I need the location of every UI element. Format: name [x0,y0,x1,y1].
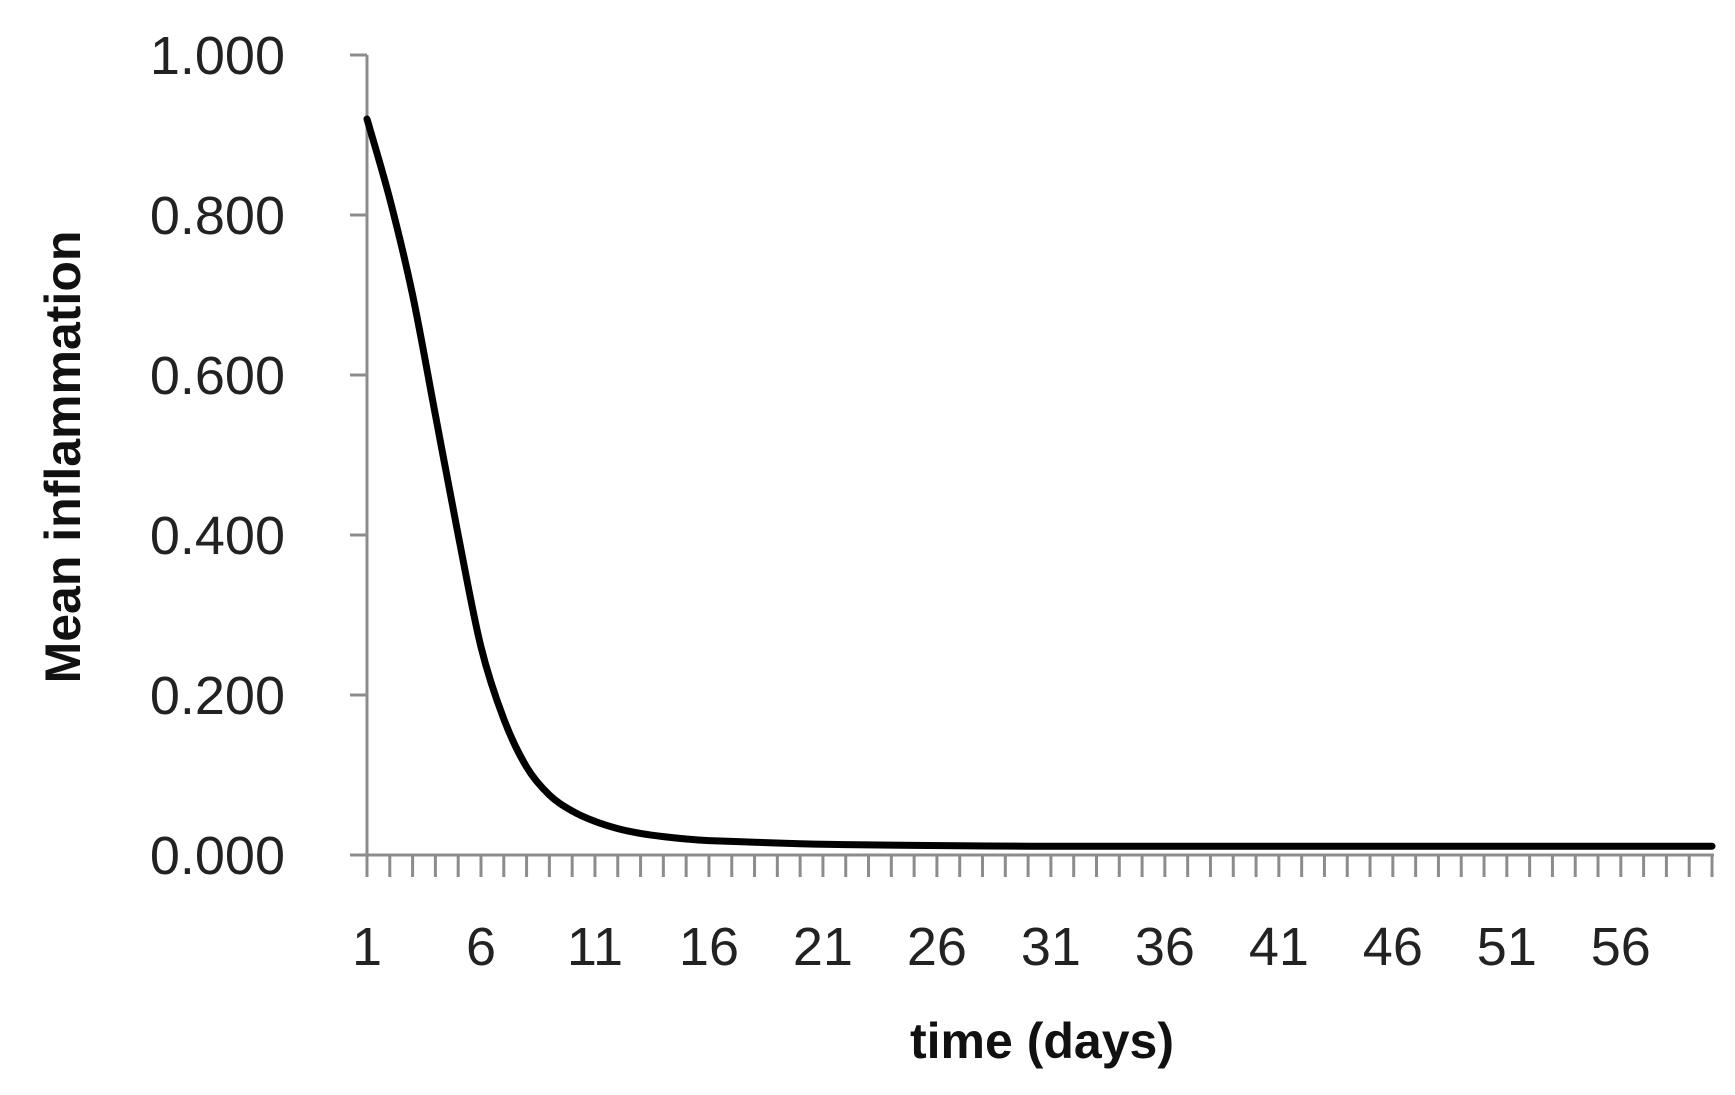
x-axis-title: time (days) [910,1013,1174,1069]
x-tick-label: 41 [1249,917,1309,977]
x-tick-label: 36 [1135,917,1195,977]
y-tick-label: 0.600 [150,346,285,406]
x-tick-label: 21 [793,917,853,977]
x-tick-label: 56 [1591,917,1651,977]
x-tick-label: 51 [1477,917,1537,977]
x-tick-label: 6 [466,917,496,977]
y-tick-label: 0.800 [150,186,285,246]
x-tick-label: 11 [567,917,623,977]
x-tick-label: 46 [1363,917,1423,977]
x-tick-label: 31 [1021,917,1081,977]
series-layer [363,115,1716,850]
y-axis-title: Mean inflammation [35,231,91,684]
y-tick-label: 0.400 [150,506,285,566]
y-tick-label: 1.000 [150,26,285,86]
x-tick-label: 1 [352,917,382,977]
series-line [363,115,1716,850]
x-tick-label: 26 [907,917,967,977]
x-tick-label: 16 [679,917,739,977]
ticks-layer [350,53,1714,877]
y-tick-label: 0.000 [150,826,285,886]
axes-layer [350,55,1714,857]
y-tick-label: 0.200 [150,666,285,726]
